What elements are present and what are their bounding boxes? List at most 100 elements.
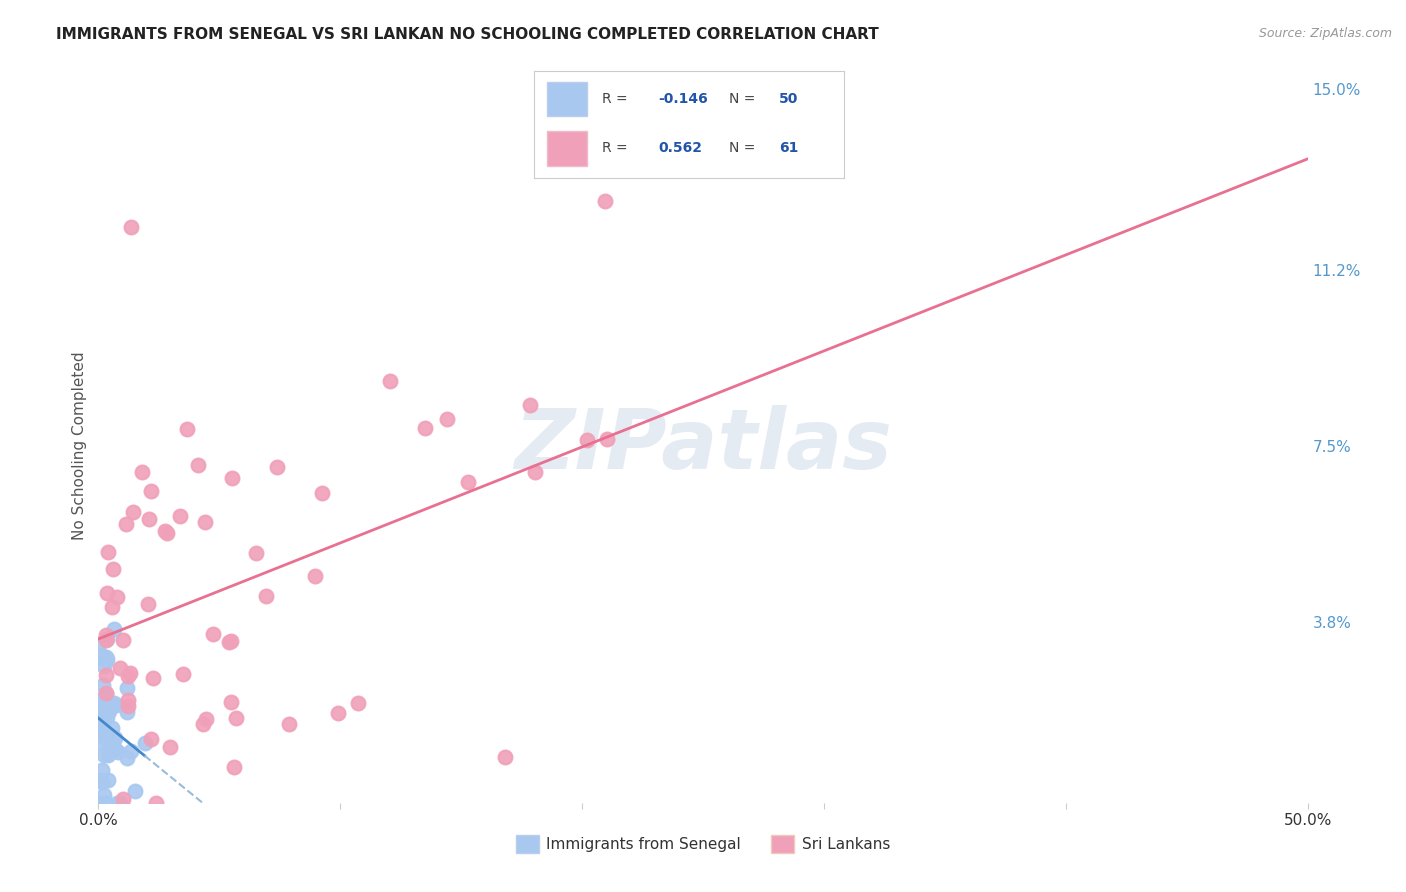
Point xyxy=(120,744,142,758)
Point xyxy=(90,736,112,750)
Point xyxy=(105,590,128,604)
Point xyxy=(110,661,132,675)
Point xyxy=(219,633,242,648)
Text: N =: N = xyxy=(730,92,759,106)
Point xyxy=(218,635,240,649)
Point xyxy=(91,677,114,691)
Point xyxy=(105,796,128,810)
Point xyxy=(221,470,243,484)
Text: 0.562: 0.562 xyxy=(658,142,702,155)
Point xyxy=(96,632,118,647)
Point xyxy=(97,545,120,559)
Point xyxy=(278,717,301,731)
Point xyxy=(225,711,247,725)
Point xyxy=(97,704,120,718)
Point xyxy=(94,796,117,810)
Point xyxy=(114,516,136,531)
Point xyxy=(89,693,111,707)
Point xyxy=(94,654,117,668)
Point xyxy=(172,667,194,681)
Point xyxy=(94,628,117,642)
Point xyxy=(117,693,139,707)
Point xyxy=(104,731,127,746)
Point xyxy=(91,714,114,729)
Point xyxy=(596,432,619,446)
Point xyxy=(155,525,177,540)
Point xyxy=(134,736,156,750)
Point xyxy=(139,484,162,499)
Point xyxy=(120,220,142,235)
Point xyxy=(89,706,111,720)
Point xyxy=(94,668,117,682)
Point xyxy=(120,666,142,681)
Point xyxy=(90,648,112,662)
Point xyxy=(169,509,191,524)
Point xyxy=(112,792,135,806)
Point xyxy=(105,698,128,712)
Text: Source: ZipAtlas.com: Source: ZipAtlas.com xyxy=(1258,27,1392,40)
Text: IMMIGRANTS FROM SENEGAL VS SRI LANKAN NO SCHOOLING COMPLETED CORRELATION CHART: IMMIGRANTS FROM SENEGAL VS SRI LANKAN NO… xyxy=(56,27,879,42)
Point xyxy=(494,750,516,764)
Point xyxy=(93,730,115,744)
Point xyxy=(112,632,135,647)
Point xyxy=(176,422,198,436)
Point xyxy=(97,747,120,762)
Point xyxy=(103,622,125,636)
Point xyxy=(457,475,479,489)
Point xyxy=(96,652,118,666)
Point xyxy=(90,719,112,733)
Point xyxy=(224,760,246,774)
Point xyxy=(145,796,167,810)
Legend: Immigrants from Senegal, Sri Lankans: Immigrants from Senegal, Sri Lankans xyxy=(509,829,897,859)
Point xyxy=(117,751,139,765)
Point xyxy=(89,773,111,788)
Point xyxy=(93,659,115,673)
Point xyxy=(436,412,458,426)
Point xyxy=(328,706,350,721)
Point xyxy=(94,731,117,745)
Point xyxy=(254,589,277,603)
Text: R =: R = xyxy=(602,142,633,155)
Point xyxy=(245,546,267,560)
Point xyxy=(202,627,225,641)
Point xyxy=(94,649,117,664)
Point xyxy=(139,731,162,746)
Point xyxy=(94,686,117,700)
Point xyxy=(96,732,118,747)
Point xyxy=(219,695,242,709)
Point xyxy=(89,796,111,810)
Point xyxy=(90,775,112,789)
FancyBboxPatch shape xyxy=(547,82,586,116)
Point xyxy=(519,398,541,412)
Text: R =: R = xyxy=(602,92,633,106)
Point xyxy=(194,515,217,529)
Point xyxy=(195,712,218,726)
Point xyxy=(311,485,333,500)
Point xyxy=(576,433,599,447)
Text: N =: N = xyxy=(730,142,759,155)
Point xyxy=(107,745,129,759)
Point xyxy=(142,671,165,685)
Point xyxy=(96,586,118,600)
Text: 50: 50 xyxy=(779,92,799,106)
FancyBboxPatch shape xyxy=(547,131,586,166)
Point xyxy=(93,788,115,802)
Point xyxy=(94,695,117,709)
Point xyxy=(138,511,160,525)
Point xyxy=(117,669,139,683)
Point xyxy=(138,597,160,611)
Point xyxy=(122,505,145,519)
Point xyxy=(110,796,132,810)
Text: ZIPatlas: ZIPatlas xyxy=(515,406,891,486)
Point xyxy=(153,524,176,538)
Point xyxy=(98,742,121,756)
Point xyxy=(104,741,127,756)
Point xyxy=(346,696,368,710)
Point xyxy=(91,723,114,738)
Point xyxy=(87,637,110,651)
Point xyxy=(115,705,138,719)
Point xyxy=(117,681,139,695)
Point xyxy=(124,783,146,797)
Point xyxy=(413,421,436,435)
Point xyxy=(117,698,139,713)
